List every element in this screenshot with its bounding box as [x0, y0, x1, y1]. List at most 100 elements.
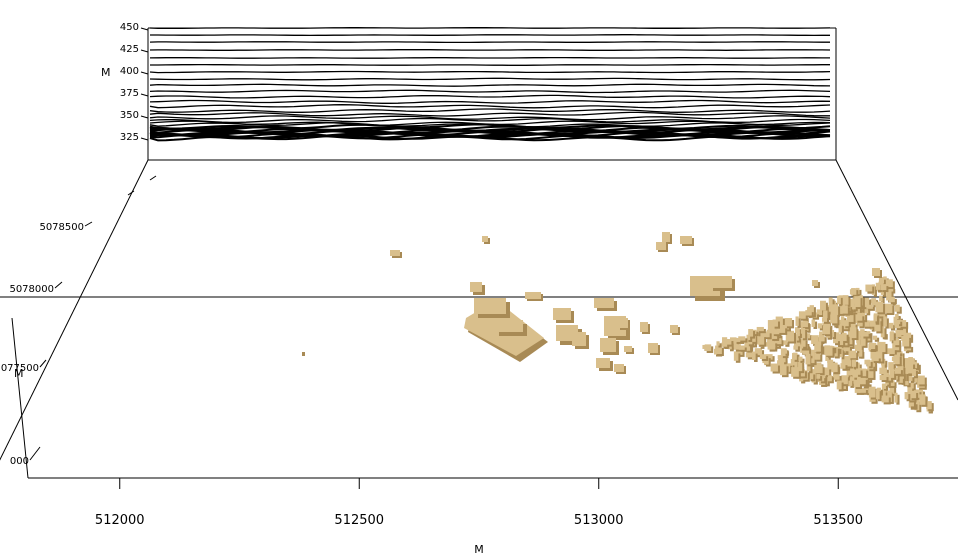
building-block: [873, 314, 877, 322]
wall-contour-line: [149, 77, 831, 81]
wall-contour-line: [150, 63, 830, 66]
building-block: [794, 360, 798, 368]
building-block: [866, 304, 873, 309]
building-shadow: [788, 365, 793, 374]
building-shadow: [910, 377, 915, 383]
building-block: [680, 236, 692, 244]
building-block: [888, 322, 894, 329]
building-shadow: [810, 362, 815, 367]
building-block: [850, 376, 856, 381]
building-block: [811, 319, 816, 327]
wall-contour-line: [149, 122, 831, 128]
building-block: [811, 358, 815, 364]
z-tick-mark: [140, 115, 149, 119]
building-block: [766, 331, 770, 338]
x-axis-ticks: 512000 512500 513000 513500: [95, 478, 863, 528]
building-block: [767, 336, 771, 344]
building-block: [818, 335, 825, 342]
building-block: [624, 346, 632, 352]
building-block: [770, 363, 778, 372]
building-block: [733, 344, 741, 350]
wall-contour-line: [149, 115, 831, 121]
building-block: [854, 344, 862, 352]
building-block: [926, 401, 932, 410]
building-block: [894, 304, 900, 312]
building-block: [786, 330, 795, 342]
building-block: [842, 295, 849, 305]
building-block: [470, 282, 482, 292]
building-shadow: [896, 373, 900, 382]
building-block: [861, 331, 869, 337]
z-tick-label: 400: [120, 66, 139, 77]
building-block: [853, 382, 861, 388]
building-block: [871, 298, 877, 306]
wall-contour-line: [149, 94, 831, 99]
building-block: [773, 329, 780, 335]
building-block: [908, 375, 913, 381]
building-block: [852, 300, 856, 310]
z-tick-label: 450: [120, 22, 139, 33]
y-tick-mark: [39, 359, 47, 368]
building-blocks: [302, 232, 934, 414]
y-tick-mark: [84, 221, 93, 227]
building-shadow: [881, 297, 885, 304]
building-shadow: [768, 333, 772, 340]
building-block: [760, 332, 768, 338]
building-block: [302, 352, 305, 356]
building-block: [777, 326, 786, 333]
building-block: [825, 305, 833, 314]
building-shadow: [748, 336, 753, 342]
building-shadow: [892, 333, 896, 343]
building-block: [872, 268, 880, 276]
building-block: [811, 349, 815, 359]
building-shadow: [785, 351, 790, 356]
building-shadow: [913, 370, 918, 379]
building-block: [879, 295, 883, 302]
building-block: [907, 383, 913, 393]
z-tick-mark: [140, 137, 149, 141]
building-block: [919, 394, 926, 405]
building-block: [895, 313, 899, 320]
building-block: [811, 335, 819, 345]
building-block: [883, 316, 887, 327]
building-block: [897, 319, 901, 325]
building-block: [903, 364, 908, 374]
building-block: [858, 377, 866, 385]
x-tick-label: 512000: [95, 513, 145, 528]
frame-edge: [835, 159, 958, 401]
building-block: [841, 375, 848, 385]
building-shadow: [839, 297, 843, 307]
building-shadow: [796, 362, 800, 370]
building-block: [710, 276, 732, 288]
wall-contour-line: [149, 41, 830, 44]
building-shadow: [850, 382, 855, 388]
building-block: [594, 298, 614, 308]
wall-contour-line: [149, 111, 830, 117]
y-tick-mark: [149, 175, 157, 181]
building-block: [572, 332, 586, 346]
building-block: [865, 386, 869, 394]
building-shadow: [797, 318, 801, 328]
building-block: [596, 358, 610, 368]
wall-contour-line: [149, 108, 831, 113]
building-block: [784, 318, 793, 327]
building-block: [823, 310, 828, 319]
building-block: [862, 297, 870, 308]
building-block: [800, 327, 806, 339]
building-block: [656, 242, 666, 250]
building-shadow: [912, 383, 916, 391]
building-block: [869, 320, 875, 327]
building-block: [906, 362, 914, 374]
building-block: [808, 372, 814, 380]
building-shadow: [878, 391, 882, 402]
building-block: [839, 302, 847, 309]
building-block: [780, 364, 787, 376]
building-block: [817, 341, 822, 346]
building-block: [877, 341, 886, 353]
building-shadow: [832, 331, 837, 340]
building-block: [820, 300, 826, 311]
building-shadow: [805, 318, 809, 324]
building-shadow: [875, 316, 879, 324]
building-shadow: [882, 328, 887, 340]
